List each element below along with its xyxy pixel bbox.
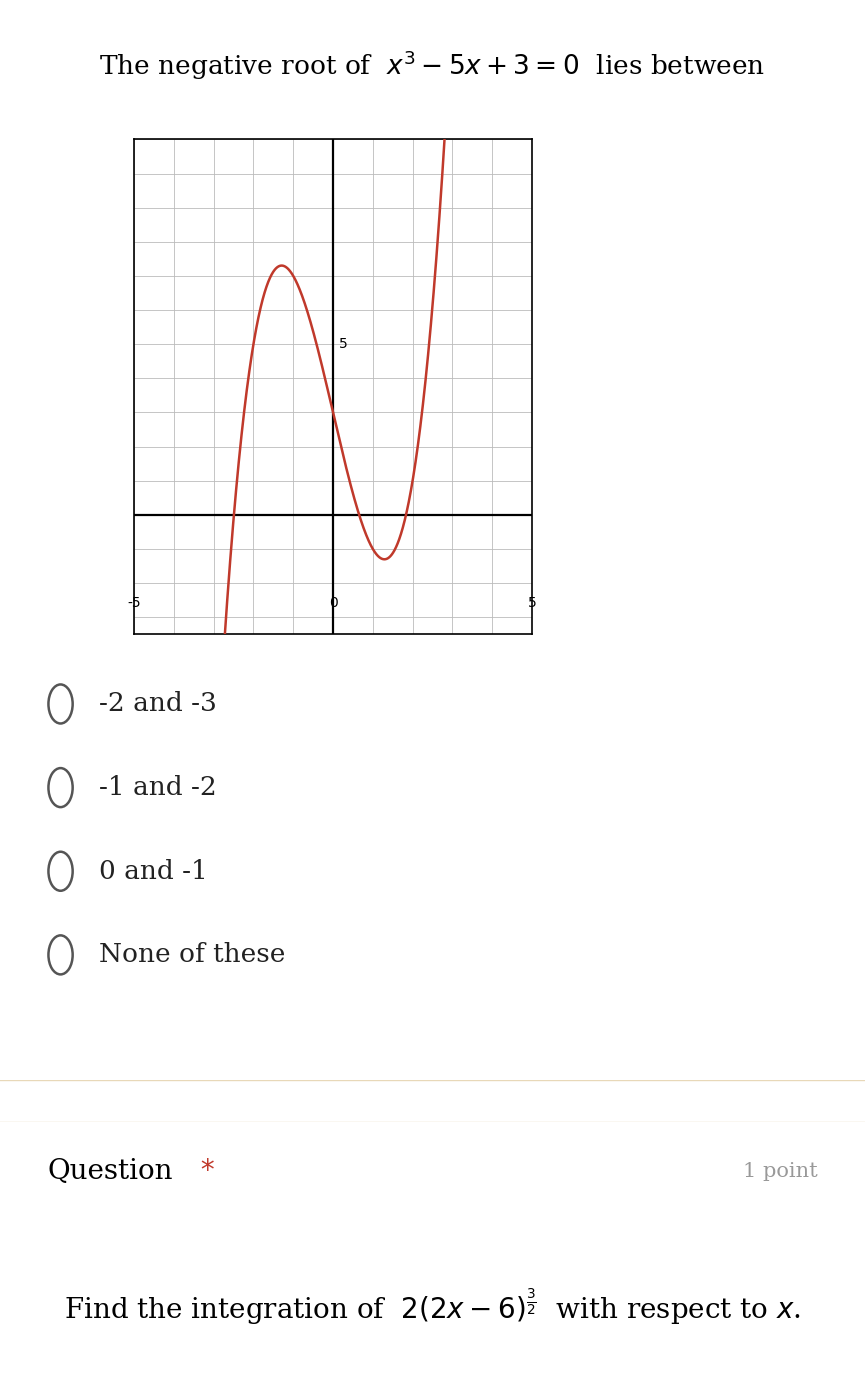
Text: 0: 0 bbox=[329, 597, 337, 611]
Text: 0 and -1: 0 and -1 bbox=[99, 859, 208, 884]
Text: 5: 5 bbox=[528, 597, 536, 611]
Text: 5: 5 bbox=[339, 337, 348, 351]
Text: 1 point: 1 point bbox=[743, 1161, 817, 1181]
Text: -2 and -3: -2 and -3 bbox=[99, 691, 217, 717]
Text: -5: -5 bbox=[127, 597, 141, 611]
Text: The negative root of  $x^3-5x+3=0$  lies between: The negative root of $x^3-5x+3=0$ lies b… bbox=[99, 49, 766, 82]
Text: Question: Question bbox=[48, 1157, 173, 1185]
Text: -1 and -2: -1 and -2 bbox=[99, 775, 217, 800]
Text: *: * bbox=[192, 1157, 215, 1185]
Text: Find the integration of  $2(2x-6)^{\frac{3}{2}}$  with respect to $x$.: Find the integration of $2(2x-6)^{\frac{… bbox=[64, 1287, 801, 1327]
Text: None of these: None of these bbox=[99, 942, 285, 967]
